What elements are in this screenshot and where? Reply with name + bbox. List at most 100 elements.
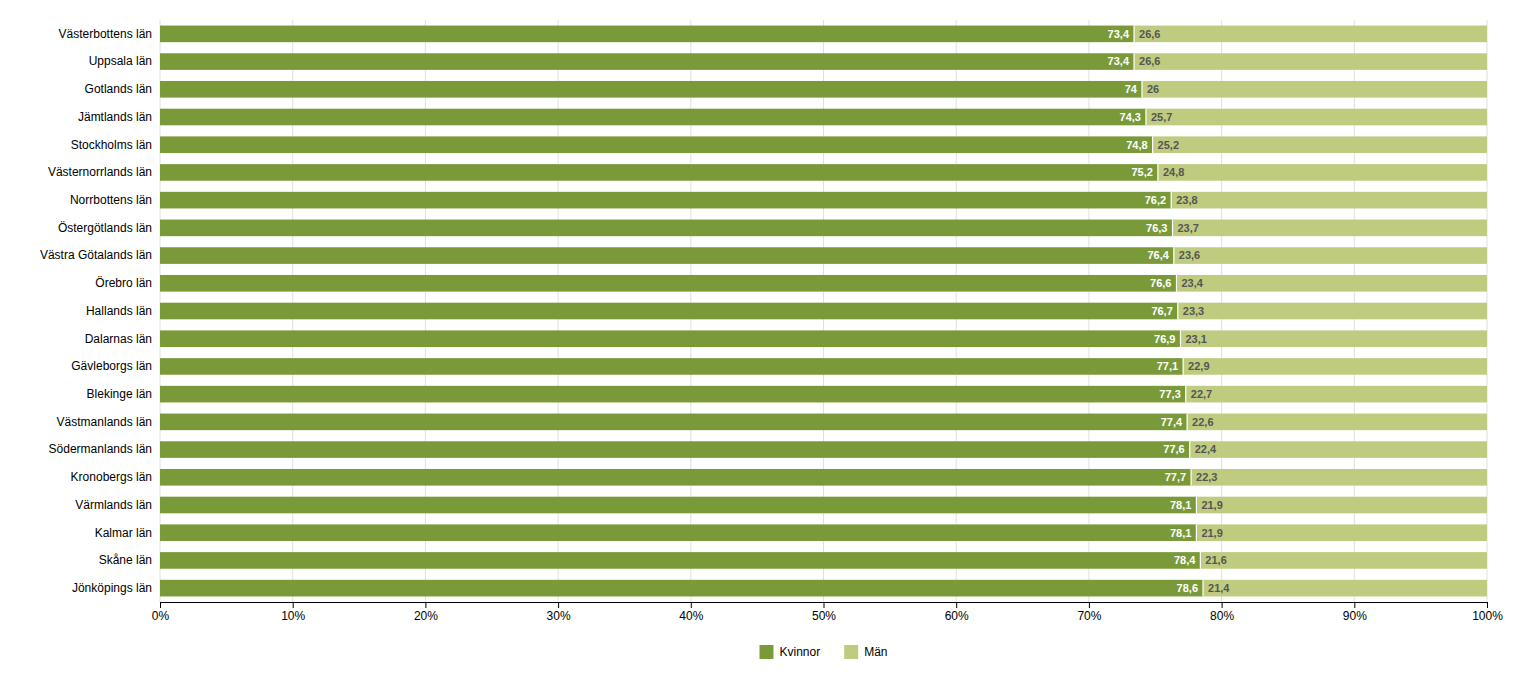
tick: 90%	[1343, 602, 1367, 623]
tick-label: 90%	[1343, 609, 1367, 623]
bar	[160, 81, 1142, 98]
bar	[1191, 469, 1487, 486]
bar	[160, 414, 1187, 431]
axis-line	[161, 603, 1488, 609]
tick-mark	[824, 602, 825, 608]
bar	[160, 552, 1200, 569]
data-label: 23,7	[1178, 222, 1199, 234]
category-label: Stockholms län	[71, 138, 152, 152]
tick: Skåne län	[99, 553, 152, 567]
bar	[1180, 330, 1487, 347]
tick-mark	[691, 602, 692, 608]
bar	[160, 53, 1134, 70]
bar	[160, 469, 1191, 486]
data-label: 77,6	[1163, 443, 1184, 455]
tick-label: 70%	[1077, 609, 1101, 623]
separator	[1176, 275, 1177, 292]
tick-label: 0%	[152, 609, 170, 623]
data-label: 22,4	[1195, 443, 1217, 455]
tick: 70%	[1077, 602, 1101, 623]
category-label: Västmanlands län	[57, 415, 152, 429]
separator	[1171, 192, 1172, 209]
data-label: 78,1	[1170, 499, 1191, 511]
category-label: Västerbottens län	[59, 27, 152, 41]
bar	[160, 441, 1190, 458]
tick-label: 20%	[414, 609, 438, 623]
bar	[160, 497, 1196, 514]
tick: Västmanlands län	[57, 415, 152, 429]
separator	[1183, 358, 1184, 375]
separator	[1186, 414, 1187, 431]
data-label: 77,3	[1159, 388, 1180, 400]
category-label: Blekinge län	[87, 387, 152, 401]
legend-label: Män	[864, 645, 887, 659]
tick-mark	[1222, 602, 1223, 608]
tick: Blekinge län	[87, 387, 152, 401]
grid	[160, 20, 1487, 602]
separator	[1141, 81, 1142, 98]
separator	[1200, 552, 1201, 569]
series	[160, 26, 1203, 597]
tick: Örebro län	[95, 276, 152, 290]
tick-label: 40%	[679, 609, 703, 623]
data-label: 26	[1147, 83, 1159, 95]
bar	[1174, 247, 1487, 264]
bars	[160, 26, 1487, 597]
data-label: 22,9	[1188, 360, 1209, 372]
data-label: 24,8	[1163, 166, 1184, 178]
data-label: 78,4	[1174, 554, 1196, 566]
separator	[1180, 330, 1181, 347]
bar	[1178, 303, 1487, 320]
category-label: Skåne län	[99, 553, 152, 567]
tick-mark	[425, 602, 426, 608]
category-label: Gotlands län	[85, 82, 152, 96]
data-label: 26,6	[1139, 55, 1160, 67]
data-label: 23,3	[1183, 305, 1204, 317]
data-label: 21,9	[1201, 499, 1222, 511]
data-label: 75,2	[1131, 166, 1152, 178]
bar	[1158, 164, 1487, 181]
tick: Dalarnas län	[85, 332, 152, 346]
bar	[160, 192, 1171, 209]
data-label: 22,6	[1192, 416, 1213, 428]
bar	[160, 386, 1186, 403]
tick-mark	[1487, 602, 1488, 608]
tick: Västra Götalands län	[40, 248, 152, 262]
chart: 73,473,47474,374,875,276,276,376,476,676…	[0, 0, 1527, 692]
tick: 60%	[945, 602, 969, 623]
bar	[1146, 109, 1487, 126]
tick: Kalmar län	[95, 526, 152, 540]
separator	[1177, 303, 1178, 320]
bar	[1196, 524, 1487, 541]
tick: Gotlands län	[85, 82, 152, 96]
separator	[1189, 441, 1190, 458]
bar	[160, 524, 1196, 541]
bar	[1153, 136, 1487, 153]
separator	[1172, 220, 1173, 237]
category-label: Södermanlands län	[49, 442, 152, 456]
y-axis: Västerbottens länUppsala länGotlands län…	[40, 27, 152, 595]
data-label: 23,8	[1176, 194, 1197, 206]
bar	[160, 220, 1173, 237]
separator	[1145, 109, 1146, 126]
legend: KvinnorMän	[759, 645, 887, 659]
data-label: 22,7	[1191, 388, 1212, 400]
category-label: Dalarnas län	[85, 332, 152, 346]
data-label: 25,2	[1158, 139, 1179, 151]
separator	[1185, 386, 1186, 403]
tick: 30%	[547, 602, 571, 623]
bar	[160, 136, 1153, 153]
data-label: 78,6	[1177, 582, 1198, 594]
bar	[160, 275, 1176, 292]
separator	[1173, 247, 1174, 264]
tick-mark	[293, 602, 294, 608]
data-label: 76,4	[1147, 249, 1169, 261]
separator	[1152, 136, 1153, 153]
data-label: 23,4	[1181, 277, 1203, 289]
data-label: 77,4	[1161, 416, 1183, 428]
tick-mark	[1354, 602, 1355, 608]
tick: Stockholms län	[71, 138, 152, 152]
bar	[160, 109, 1146, 126]
separator	[1133, 53, 1134, 70]
tick: Södermanlands län	[49, 442, 152, 456]
